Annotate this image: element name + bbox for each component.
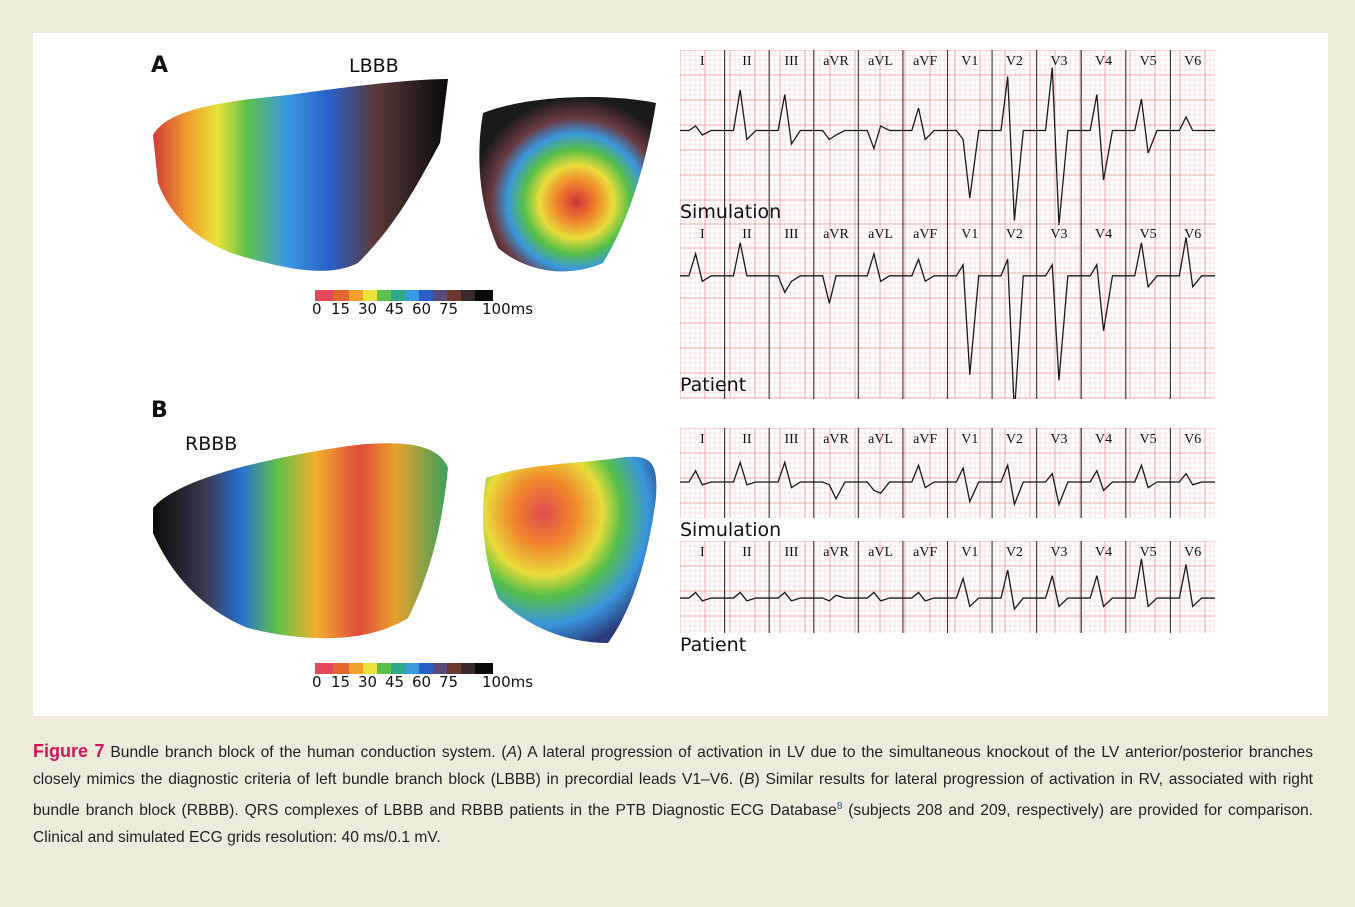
lead-label: III (784, 54, 798, 69)
scale-tick: 0 (312, 300, 322, 318)
lbbb-activation-map (153, 79, 656, 272)
scale-tick: 60 (412, 673, 432, 691)
lead-label: aVF (913, 432, 937, 447)
lead-label: V5 (1140, 54, 1157, 69)
lead-label: V2 (1006, 545, 1023, 560)
lead-label: V4 (1095, 432, 1112, 447)
scale-tick: 75 (439, 673, 459, 691)
color-scale-bar (315, 290, 493, 301)
panel-b-color-scale: 0 15 30 45 60 75 100ms (312, 663, 575, 703)
color-scale-bar (315, 663, 493, 674)
scale-tick: 45 (385, 300, 405, 318)
scale-tick: 15 (331, 673, 351, 691)
panel-b-letter: B (151, 398, 168, 423)
caption-text: ) Similar results for lateral progressio… (33, 771, 1313, 820)
lead-label: I (700, 54, 705, 69)
scale-tick: 75 (439, 300, 459, 318)
scale-tick: 100ms (482, 300, 534, 318)
lead-label: V5 (1140, 432, 1157, 447)
lead-label: V6 (1184, 545, 1201, 560)
caption-panel-ref: B (744, 771, 755, 788)
lead-label: V4 (1095, 54, 1112, 69)
lead-label: aVL (868, 54, 893, 69)
lead-label: V2 (1006, 54, 1023, 69)
lead-label: aVR (823, 432, 849, 447)
lead-label: V3 (1050, 54, 1067, 69)
lead-label: V4 (1095, 227, 1112, 242)
lead-label: V6 (1184, 432, 1201, 447)
lbbb-heart-right-view (479, 97, 656, 272)
scale-tick: 100ms (482, 673, 534, 691)
rbbb-simulation-label: Simulation (680, 519, 782, 541)
lead-label: V1 (961, 227, 978, 242)
figure-label: Figure 7 (33, 741, 105, 761)
lead-label: V2 (1006, 432, 1023, 447)
lead-label: V5 (1140, 545, 1157, 560)
lead-label: V6 (1184, 54, 1201, 69)
rbbb-patient-ecg: I II III aVR aVL aVF V1 V2 V3 V4 V5 V6 (680, 541, 1215, 633)
lead-label: aVF (913, 545, 937, 560)
lead-label: I (700, 227, 705, 242)
lead-label: V5 (1140, 227, 1157, 242)
lead-label: aVF (913, 54, 937, 69)
lead-label: V1 (961, 432, 978, 447)
panel-b-map-label: RBBB (185, 433, 238, 455)
ecg-trace (680, 237, 1215, 399)
lead-label: aVR (823, 545, 849, 560)
ecg-trace (680, 67, 1215, 225)
lead-label: V3 (1050, 432, 1067, 447)
caption-panel-ref: A (506, 744, 518, 761)
lead-label: V3 (1050, 227, 1067, 242)
lead-label: III (784, 432, 798, 447)
lead-label: III (784, 545, 798, 560)
lbbb-patient-label: Patient (680, 374, 747, 396)
caption-text: Bundle branch block of the human conduct… (104, 744, 507, 761)
panel-a-color-scale: 0 15 30 45 60 75 100ms (312, 290, 575, 330)
lead-label: aVL (868, 432, 893, 447)
panel-a-letter: A (151, 53, 169, 78)
lead-label: aVL (868, 545, 893, 560)
scale-tick: 60 (412, 300, 432, 318)
lead-label: II (742, 545, 752, 560)
lead-label: II (742, 432, 752, 447)
lead-label: V4 (1095, 545, 1112, 560)
lbbb-simulation-ecg: I II III aVR aVL aVF V1 V2 V3 V4 V5 V6 (680, 50, 1215, 225)
caption-text: (subjects 208 and 209, respectively) are… (33, 802, 1313, 847)
lead-label: V6 (1184, 227, 1201, 242)
scale-tick: 45 (385, 673, 405, 691)
figure-caption: Figure 7 Bundle branch block of the huma… (33, 738, 1313, 851)
lead-label: V1 (961, 545, 978, 560)
lead-label: V1 (961, 54, 978, 69)
rbbb-heart-left-view (153, 443, 448, 639)
lead-label: I (700, 432, 705, 447)
lbbb-heart-left-view (153, 79, 448, 271)
rbbb-activation-map (153, 443, 657, 643)
caption-text: ) A lateral progression of activation in… (33, 744, 1313, 788)
panel-a-map-label: LBBB (349, 55, 399, 77)
figure-panel: A LBBB (33, 33, 1328, 716)
lead-label: aVF (913, 227, 937, 242)
scale-tick: 0 (312, 673, 322, 691)
reference-link[interactable]: 8 (836, 801, 843, 812)
rbbb-patient-label: Patient (680, 634, 747, 656)
scale-tick: 15 (331, 300, 351, 318)
ecg-trace (680, 460, 1215, 507)
lead-label: aVR (823, 54, 849, 69)
lead-label: aVL (868, 227, 893, 242)
lead-label: I (700, 545, 705, 560)
rbbb-simulation-ecg: I II III aVR aVL aVF V1 V2 V3 V4 V5 V6 (680, 428, 1215, 518)
lead-label: aVR (823, 227, 849, 242)
rbbb-heart-right-view (483, 456, 657, 643)
lead-label: III (784, 227, 798, 242)
lead-label: II (742, 227, 752, 242)
lead-label: V2 (1006, 227, 1023, 242)
lbbb-patient-ecg: I II III aVR aVL aVF V1 V2 V3 V4 V5 V6 (680, 223, 1215, 399)
lead-label: V3 (1050, 545, 1067, 560)
scale-tick: 30 (358, 673, 378, 691)
lbbb-simulation-label: Simulation (680, 201, 782, 223)
ecg-trace (680, 558, 1215, 611)
lead-label: II (742, 54, 752, 69)
scale-tick: 30 (358, 300, 378, 318)
